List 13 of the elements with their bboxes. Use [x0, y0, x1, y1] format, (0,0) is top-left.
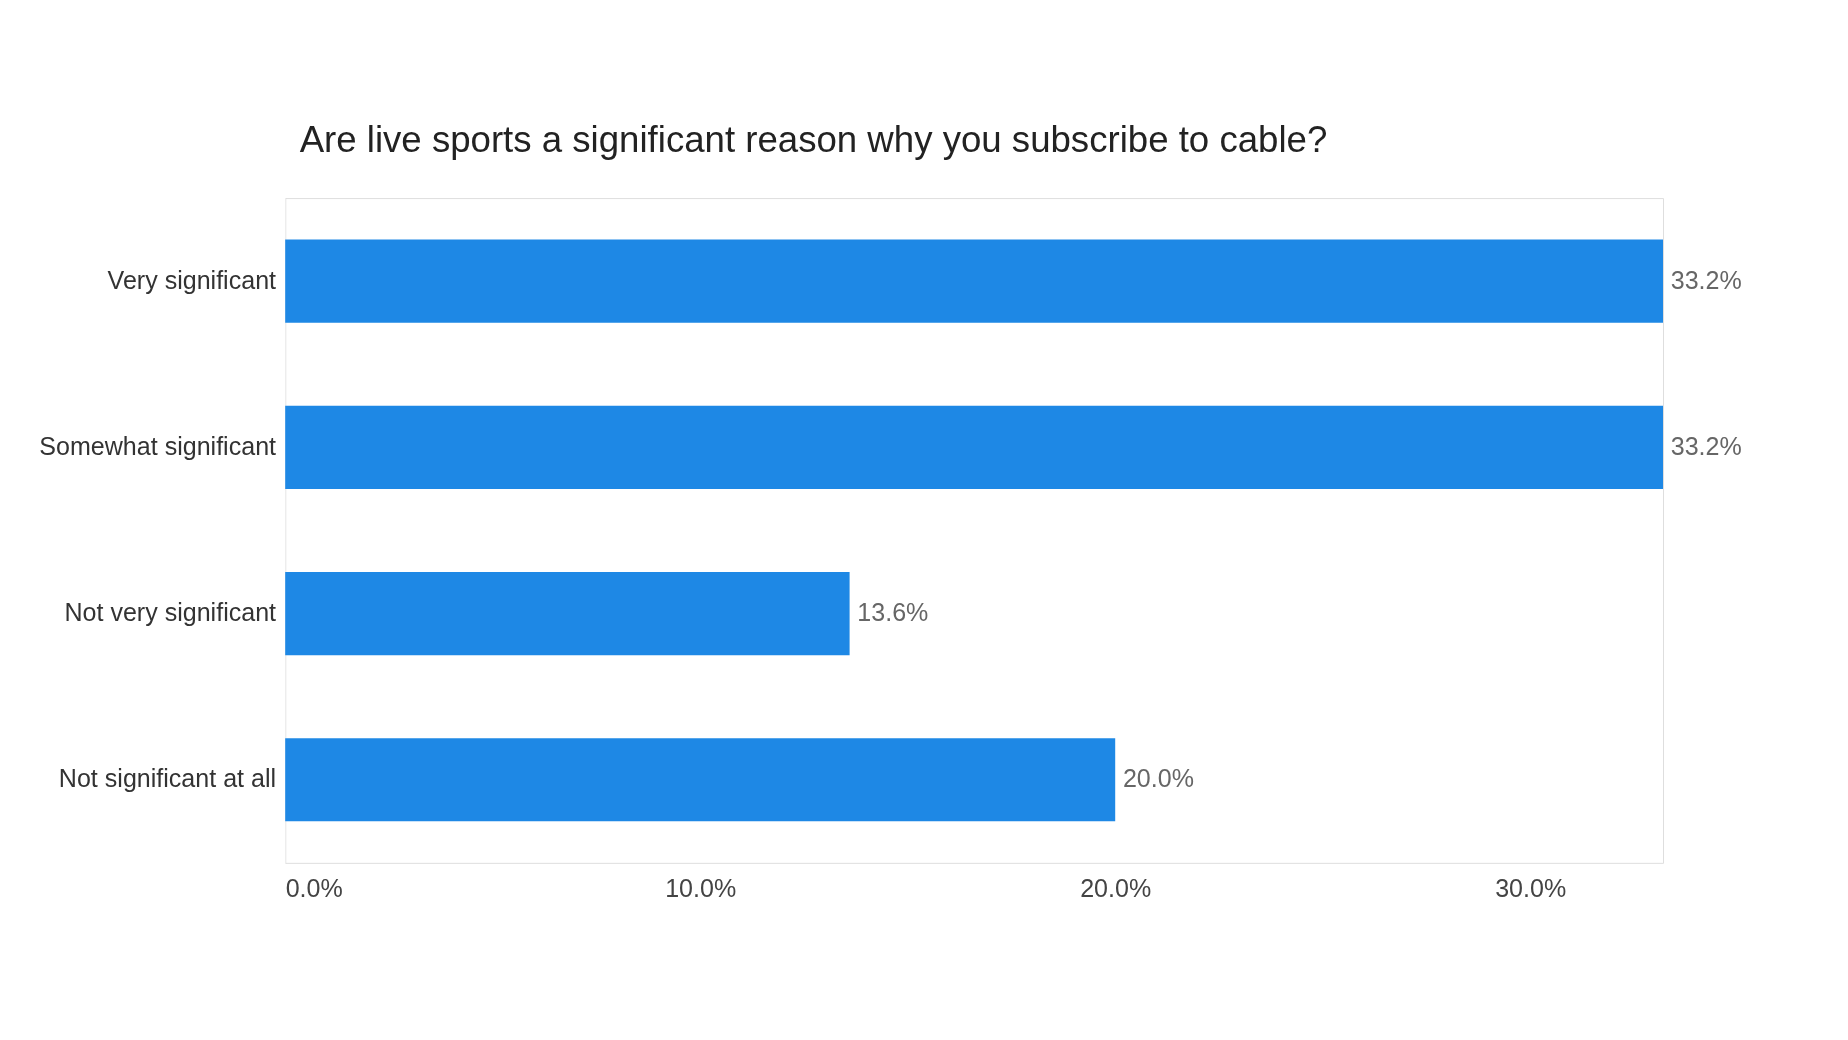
- data-label: 33.2%: [1670, 265, 1742, 294]
- x-tick-label: 20.0%: [1080, 874, 1152, 903]
- y-tick-label: Not significant at all: [58, 764, 277, 793]
- data-label: 20.0%: [1122, 764, 1194, 793]
- x-tick-label: 0.0%: [285, 874, 343, 903]
- data-label: 13.6%: [857, 598, 929, 627]
- y-tick-label: Very significant: [107, 265, 277, 294]
- y-tick-label: Not very significant: [64, 598, 277, 627]
- data-label: 33.2%: [1670, 432, 1742, 461]
- chart-title: Are live sports a significant reason why you subscribe to cable?: [299, 118, 1328, 160]
- y-tick-label: Somewhat significant: [39, 432, 277, 461]
- x-tick-label: 30.0%: [1495, 874, 1567, 903]
- x-tick-label: 10.0%: [665, 874, 737, 903]
